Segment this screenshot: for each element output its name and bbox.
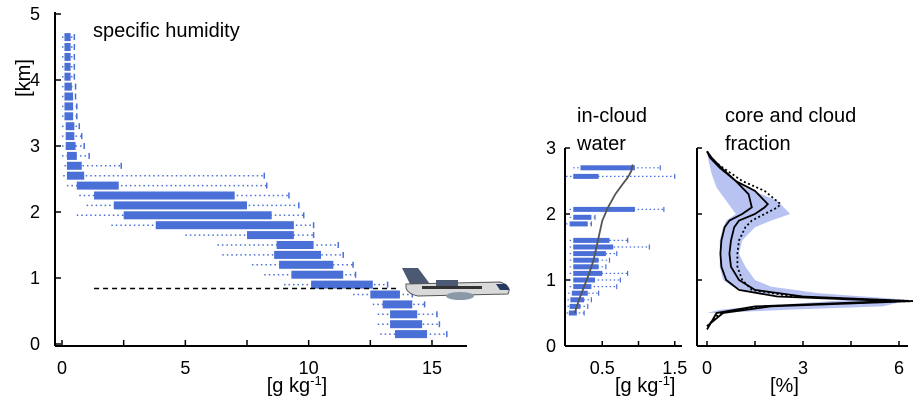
humidity-box [66,161,82,170]
humidity-box [66,151,77,160]
humidity-box [276,241,314,249]
humidity-box [390,320,423,329]
humidity-box [311,280,373,289]
humidity-box [370,290,400,299]
humidity-box [274,250,321,259]
humidity-box [64,112,74,121]
cloud-water-box [573,206,635,212]
humidity-y-tick-label: 3 [30,136,40,156]
cloud-water-box [580,165,635,171]
cloud-water-box [573,270,603,276]
humidity-box [64,102,74,111]
humidity-box [65,132,75,141]
cloud-water-box [569,221,588,227]
humidity-title: specific humidity [93,20,240,42]
cloud-fraction-shaded-range [707,151,909,313]
cloud-water-y-tick-label: 0 [546,336,556,356]
aircraft-icon [402,268,510,300]
humidity-box [382,300,413,309]
humidity-y-tick-label: 2 [30,202,40,222]
humidity-box [390,310,418,319]
humidity-box [64,82,72,91]
cloud-fraction-title-line2: fraction [725,133,791,155]
humidity-box [94,191,235,200]
humidity-box [247,231,294,240]
cloud-water-box [573,264,599,270]
humidity-y-tick-label: 0 [30,334,40,354]
cloud-fraction-x-tick-label: 6 [894,358,904,378]
humidity-box [113,201,247,210]
cloud-water-box [573,214,592,220]
cloud-water-x-tick-label: 0.5 [590,358,615,378]
cloud-water-box [573,173,599,179]
humidity-box [395,330,428,339]
humidity-y-tick-label: 5 [30,4,40,24]
humidity-box [64,72,71,81]
humidity-x-label: [g kg-1] [267,373,327,397]
cloud-water-box [570,297,585,303]
humidity-box [65,122,75,131]
cloud-fraction-x-tick-label: 0 [702,358,712,378]
humidity-box [64,43,71,51]
humidity-box [65,142,76,150]
humidity-y-tick-label: 1 [30,268,40,288]
cloud-water-box [573,277,595,283]
humidity-y-label: [km] [13,59,35,97]
humidity-box [66,171,85,180]
humidity-box [123,211,272,220]
cloud-water-box [571,290,588,296]
humidity-x-tick-label: 0 [57,358,67,378]
cloud-water-box [573,244,614,250]
humidity-panel: 0 1 2 3 4 5 0 5 10 15 specific humidity [km] [g k… [13,4,510,397]
cloud-fraction-line-1 [706,150,913,327]
cloud-water-box [573,284,592,290]
cloud-water-box [573,257,599,263]
humidity-x-tick-label: 5 [180,358,190,378]
humidity-box [279,260,334,269]
cloud-water-x-label: [g kg-1] [615,373,675,397]
cloud-fraction-line-2 [706,150,893,330]
cloud-fraction-x-tick-label: 3 [798,358,808,378]
humidity-box [291,270,344,279]
humidity-x-tick-label: 10 [299,358,319,378]
cloud-water-box [573,251,606,257]
humidity-box [64,33,71,42]
humidity-y-tick-label: 4 [30,70,40,90]
cloud-fraction-x-label: [%] [770,375,799,397]
humidity-box [155,221,294,230]
cloud-water-panel: 0 1 2 3 0.5 1.5 in-cloud water [g kg-1] [546,105,687,397]
humidity-box [64,92,74,101]
cloud-water-x-tick-label: 1.5 [662,358,687,378]
cloud-water-mean-profile [573,164,634,314]
humidity-box [76,181,119,190]
humidity-x-tick-label: 15 [422,358,442,378]
cloud-water-y-tick-label: 2 [546,204,556,224]
cloud-water-y-tick-label: 1 [546,270,556,290]
cloud-water-title-line1: in-cloud [577,105,647,127]
cloud-water-box [573,237,610,243]
cloud-fraction-title-line1: core and cloud [725,105,856,127]
cloud-fraction-panel: 0 3 6 core and cloud fraction [%] [696,105,913,397]
cloud-water-box [568,310,577,316]
humidity-box [64,62,71,71]
cloud-water-y-tick-label: 3 [546,138,556,158]
cloud-water-title-line2: water [576,133,626,155]
cloud-water-box [569,303,581,309]
humidity-box [64,52,71,61]
